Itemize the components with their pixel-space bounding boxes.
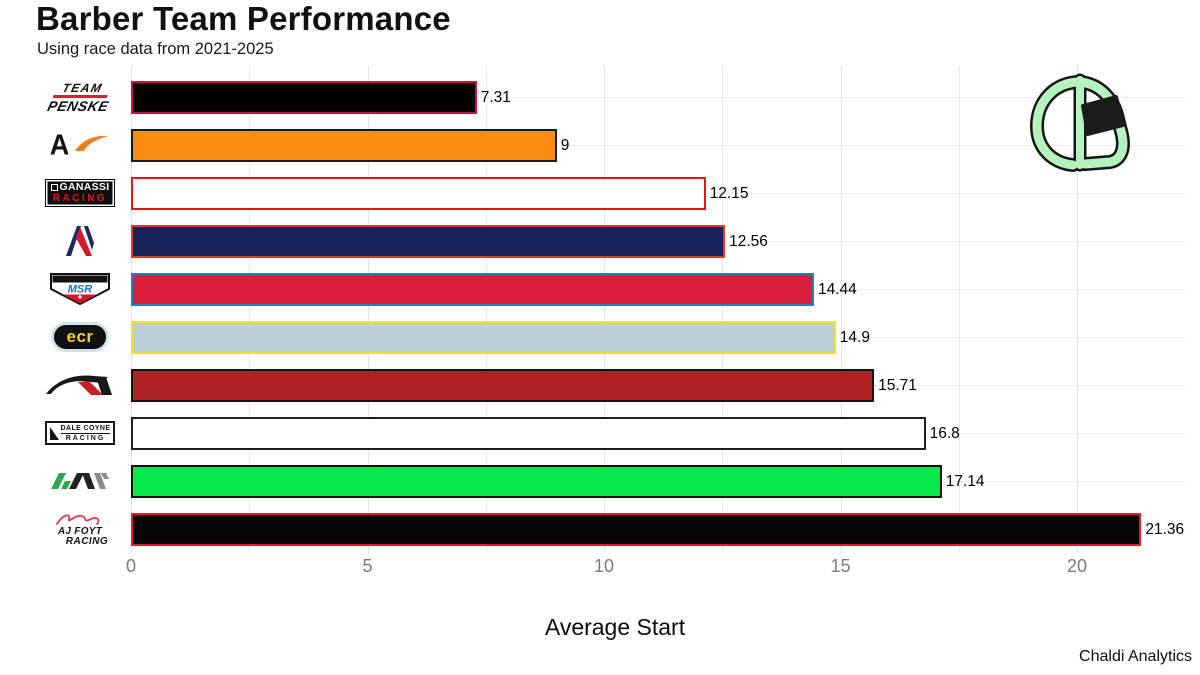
bar-ecr [131, 320, 836, 354]
chip-ganassi-racing-logo: GANASSI RACING [44, 179, 116, 207]
bar-value-label: 7.31 [480, 88, 511, 106]
foyt-signature-icon [56, 513, 100, 525]
juncos-hollinger-racing-logo [51, 473, 109, 489]
bar-ganassi [131, 176, 706, 210]
logo-slot: MSR [30, 267, 130, 311]
gridline [722, 66, 724, 553]
gridline [1077, 66, 1078, 553]
bar-jhr [131, 464, 942, 498]
bar-value-label: 14.44 [818, 280, 857, 298]
bar-value-label: 9 [560, 136, 570, 154]
bar-value-label: 15.71 [878, 376, 917, 394]
gridline [840, 66, 842, 553]
bar-value-label: 12.56 [729, 232, 768, 250]
gridline [131, 145, 1187, 146]
bar-value-label: 14.9 [839, 328, 870, 346]
gridline [131, 97, 1187, 98]
logo-slot: ecr [30, 315, 130, 359]
gridline [604, 66, 605, 553]
watermark: Chaldi Analytics [1079, 648, 1192, 665]
bar-andretti [131, 224, 726, 258]
x-tick-label: 10 [593, 556, 615, 576]
logo-slot [30, 219, 130, 263]
dale-coyne-racing-logo: DALE COYNE RACING [44, 421, 116, 445]
logo-slot: GANASSI RACING [30, 171, 130, 215]
bar-value-label: 16.8 [929, 424, 960, 442]
team-logo-column: TEAM PENSKE A GANASSI RACING MSR ecr DAL… [30, 66, 130, 553]
x-tick-label: 15 [830, 556, 851, 576]
bar-rll [131, 368, 875, 402]
plot-area: 7.31 9 12.15 12.56 14.44 14.9 15.71 16.8 17.14 21… [131, 66, 1187, 553]
bar-msr [131, 272, 814, 306]
mclaren-swoosh-icon [75, 135, 109, 151]
x-tick-label: 0 [125, 556, 136, 576]
gridline [249, 66, 251, 553]
x-tick-label: 5 [362, 556, 373, 576]
ed-carpenter-racing-logo: ecr [51, 322, 109, 352]
bar-value-label: 17.14 [945, 472, 985, 490]
gridline [958, 66, 960, 553]
page-title: Barber Team Performance [36, 0, 451, 37]
bar-mclaren [131, 128, 557, 162]
andretti-logo [66, 226, 94, 256]
logo-slot: AJ FOYT RACING [30, 507, 130, 551]
logo-slot: DALE COYNE RACING [30, 411, 130, 455]
logo-slot [30, 363, 130, 407]
rahal-letterman-lanigan-logo [46, 375, 112, 395]
meyer-shank-racing-logo: MSR [50, 273, 110, 305]
page-subtitle: Using race data from 2021-2025 [37, 40, 274, 58]
svg-text:MSR: MSR [68, 284, 93, 296]
arrow-mclaren-logo: A [50, 130, 111, 159]
aj-foyt-racing-logo: AJ FOYT RACING [52, 512, 108, 547]
logo-slot: TEAM PENSKE [30, 75, 130, 119]
gridline [367, 66, 369, 553]
gridline [485, 66, 487, 553]
gridline [131, 66, 132, 553]
bar-coyne [131, 416, 926, 450]
bar-value-label: 21.36 [1145, 520, 1185, 538]
x-tick-label: 20 [1066, 556, 1088, 576]
logo-slot [30, 459, 130, 503]
team-penske-logo: TEAM PENSKE [45, 80, 111, 114]
logo-slot: A [30, 123, 130, 167]
x-axis-title: Average Start [544, 614, 686, 640]
bar-penske [131, 80, 477, 114]
brand-helmet-icon [1022, 72, 1140, 179]
bar-value-label: 12.15 [709, 184, 749, 202]
bar-foyt [131, 512, 1142, 546]
